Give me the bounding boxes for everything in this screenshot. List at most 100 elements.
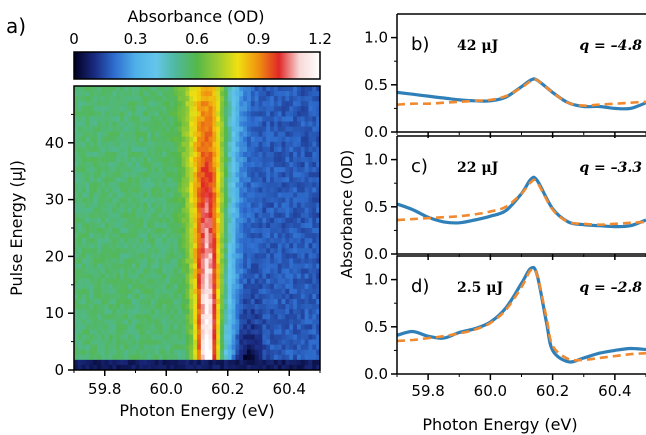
heatmap-cell [166,238,171,244]
heatmap-cell [293,172,298,178]
heatmap-cell [250,339,256,346]
heatmap-cell [74,212,79,219]
heatmap-cell [239,228,244,234]
heatmap-cell [74,233,79,239]
heatmap-cell [93,349,98,356]
heatmap-cell [197,146,202,153]
heatmap-cell [177,233,183,239]
heatmap-cell [147,253,152,259]
heatmap-cell [193,182,198,188]
heatmap-cell [193,91,198,97]
heatmap-cell [293,146,298,153]
heatmap-cell [181,253,186,259]
heatmap-cell [235,121,240,127]
heatmap-cell [208,253,213,259]
heatmap-cell [300,253,306,259]
heatmap-cell [173,141,179,148]
heatmap-cell [285,238,290,244]
heatmap-cell [312,106,317,112]
heatmap-cell [166,293,171,300]
heatmap-cell [143,293,148,300]
heatmap-cell [296,319,302,325]
heatmap-cell [131,233,136,239]
heatmap-cell [189,359,194,366]
heatmap-cell [204,222,209,229]
heatmap-cell [100,151,106,158]
heatmap-cell [100,268,106,275]
heatmap-cell [296,268,302,275]
heatmap-cell [293,243,298,249]
heatmap-cell [74,126,79,133]
heatmap-cell [223,238,229,244]
heatmap-cell [139,283,144,290]
heatmap-cell [262,187,267,193]
heatmap-cell [250,258,256,264]
heatmap-cell [270,146,275,153]
heatmap-cell [154,329,159,335]
heatmap-cell [220,217,225,224]
heatmap-cell [139,167,144,173]
heatmap-cell [312,309,317,315]
heatmap-cell [254,182,259,188]
heatmap-cell [116,293,121,300]
heatmap-cell [296,162,302,168]
heatmap-cell [74,172,79,178]
heatmap-cell [227,106,232,112]
heatmap-cell [162,258,167,264]
heatmap-cell [135,278,140,285]
heatmap-cell [277,288,282,295]
heatmap-cell [116,121,121,127]
heatmap-cell [131,314,136,320]
heatmap-cell [273,136,279,143]
heatmap-cell [89,136,94,143]
heatmap-cell [150,293,156,300]
heatmap-cell [143,364,148,371]
heatmap-cell [181,101,186,107]
heatmap-cell [116,349,121,356]
heatmap-cell [100,146,106,153]
heatmap-y-tick-label: 20 [45,247,64,265]
heatmap-cell [308,212,313,219]
heatmap-cell [316,212,321,219]
heatmap-cell [204,136,209,143]
heatmap-cell [285,243,290,249]
heatmap-cell [293,202,298,209]
heatmap-cell [100,207,106,214]
heatmap-cell [89,354,94,361]
heatmap-cell [170,91,175,97]
heatmap-cell [100,293,106,300]
heatmap-cell [81,283,86,290]
heatmap-cell [204,212,209,219]
heatmap-cell [270,304,275,310]
heatmap-cell [223,324,229,330]
heatmap-cell [250,329,256,335]
heatmap-cell [250,283,256,290]
heatmap-cell [173,288,179,295]
heatmap-cell [127,212,133,219]
heatmap-cell [235,314,240,320]
heatmap-cell [193,121,198,127]
heatmap-cell [123,268,129,275]
heatmap-cell [112,263,117,269]
heatmap-cell [254,339,259,346]
heatmap-cell [154,228,159,234]
heatmap-cell [243,314,248,320]
heatmap-cell [312,293,317,300]
heatmap-cell [150,299,156,305]
pulse-energy-label: 42 μJ [457,38,499,54]
heatmap-cell [123,151,129,158]
heatmap-cell [227,243,232,249]
heatmap-cell [304,288,309,295]
heatmap-cell [270,116,275,122]
heatmap-cell [177,248,183,254]
heatmap-cell [189,324,194,330]
heatmap-cell [246,136,252,143]
heatmap-cell [262,126,267,133]
heatmap-cell [239,283,244,290]
heatmap-cell [212,334,217,340]
heatmap-cell [77,217,83,224]
heatmap-cell [154,86,159,92]
heatmap-cell [89,131,94,138]
heatmap-cell [277,299,282,305]
heatmap-cell [112,101,117,107]
